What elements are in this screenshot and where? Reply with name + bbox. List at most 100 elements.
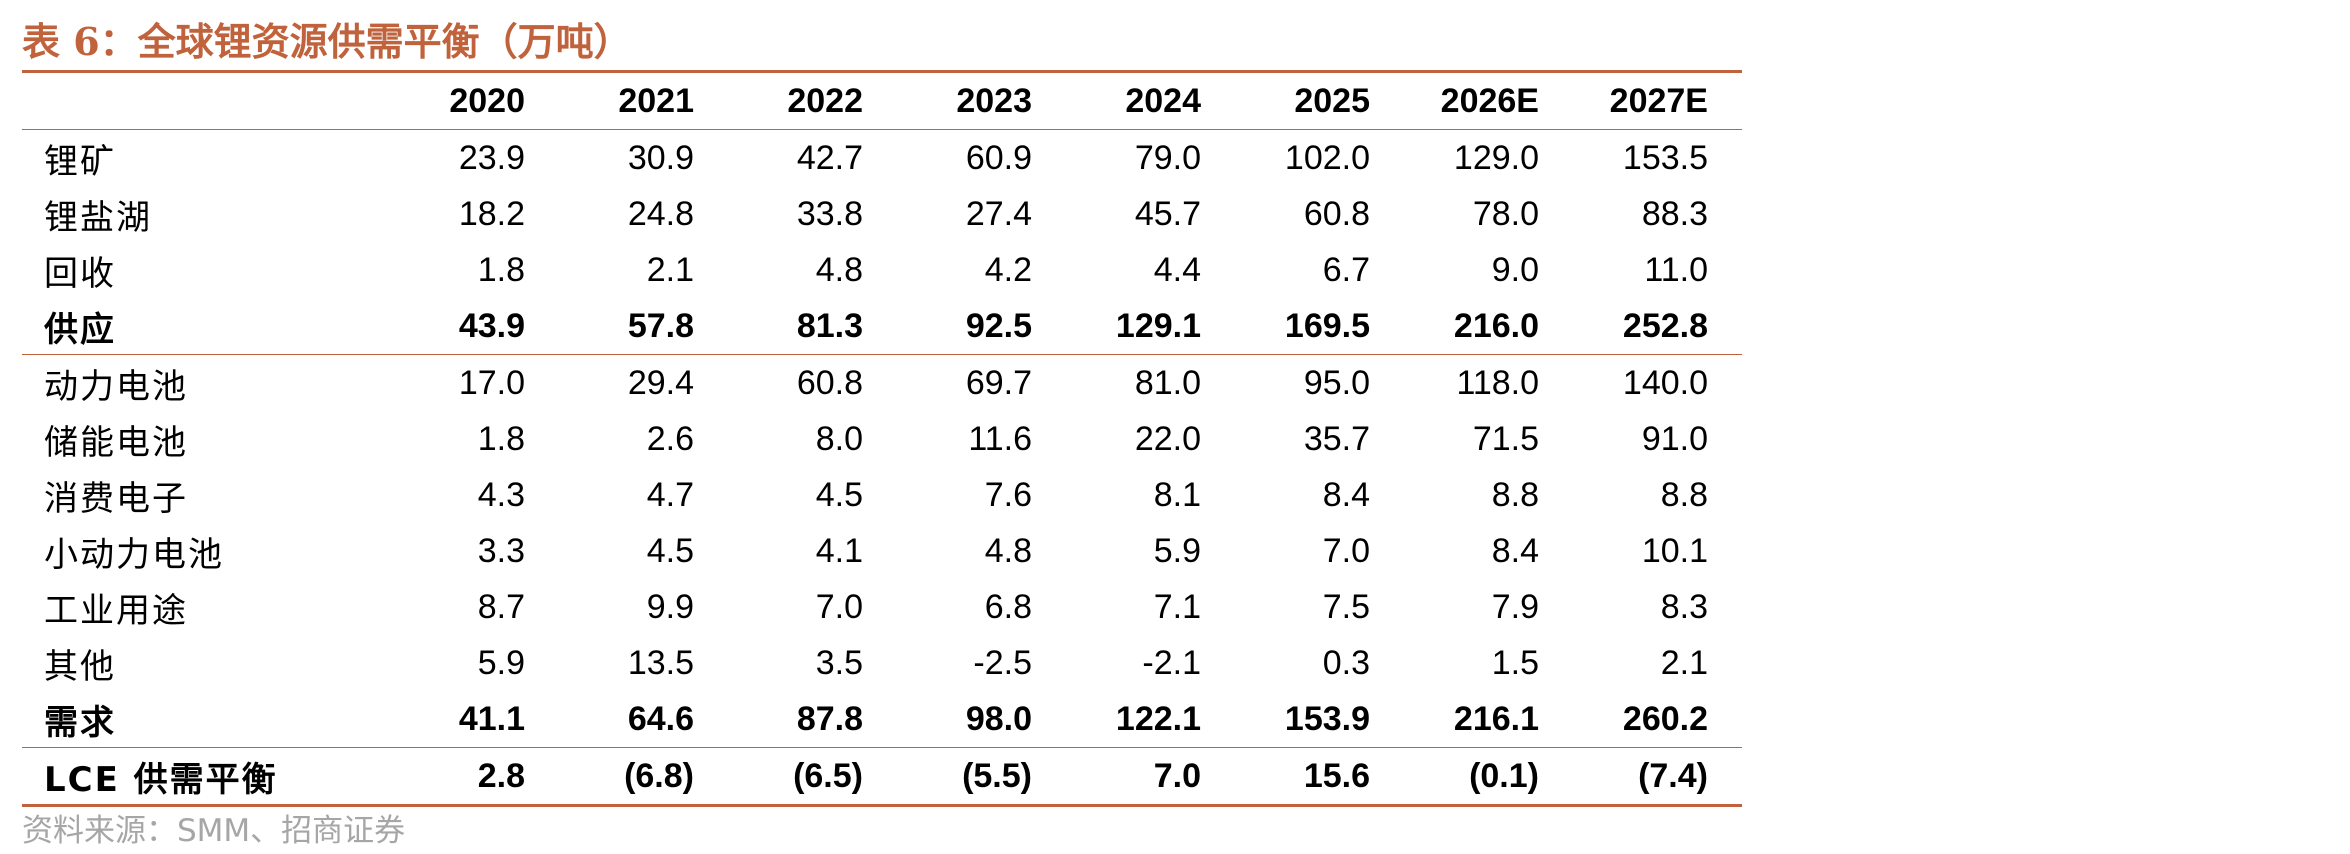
table-cell: 35.7	[1303, 419, 1370, 458]
table-cell: 252.8	[1622, 306, 1708, 345]
table-cell: 69.7	[965, 363, 1032, 402]
table-cell: 10.1	[1641, 531, 1708, 570]
table-cell: 8.8	[1660, 475, 1708, 514]
table-cell: 64.6	[627, 699, 694, 738]
table-cell: 13.5	[627, 643, 694, 682]
table-cell: 4.2	[984, 250, 1032, 289]
table-cell: 216.1	[1453, 699, 1539, 738]
source-note: 资料来源：SMM、招商证券	[22, 813, 406, 849]
table-cell: 260.2	[1622, 699, 1708, 738]
table-cell: 169.5	[1284, 306, 1370, 345]
row-label: 锂矿	[44, 141, 116, 182]
table-cell: 23.9	[458, 138, 525, 177]
row-divider	[22, 354, 1742, 355]
table-cell: 4.3	[477, 475, 525, 514]
table-cell: 6.7	[1322, 250, 1370, 289]
column-header: 2020	[449, 81, 525, 120]
table-cell: 2.1	[646, 250, 694, 289]
column-header: 2026E	[1440, 81, 1539, 120]
column-header: 2022	[787, 81, 863, 120]
table-cell: 41.1	[458, 699, 525, 738]
table-cell: 153.5	[1622, 138, 1708, 177]
table-row: 锂盐湖 18.2 24.8 33.8 27.4 45.7 60.8 78.0 88.3	[22, 186, 1742, 242]
header-divider	[22, 129, 1742, 130]
row-label: LCE 供需平衡	[44, 759, 278, 800]
table-cell: 15.6	[1303, 756, 1370, 795]
table-cell: 3.3	[477, 531, 525, 570]
table-cell: 29.4	[627, 363, 694, 402]
table-bottom-rule	[22, 804, 1742, 807]
table-cell: 7.9	[1491, 587, 1539, 626]
table-cell: 60.8	[796, 363, 863, 402]
table-cell: 2.6	[646, 419, 694, 458]
table-cell: 7.1	[1153, 587, 1201, 626]
table-cell: 60.9	[965, 138, 1032, 177]
table-cell: 7.0	[1322, 531, 1370, 570]
table-cell: 17.0	[458, 363, 525, 402]
table-cell: 11.0	[1644, 250, 1708, 289]
table-cell: 4.8	[984, 531, 1032, 570]
table-cell: (5.5)	[962, 756, 1032, 795]
table-cell: 140.0	[1622, 363, 1708, 402]
table-cell: 42.7	[796, 138, 863, 177]
column-header: 2021	[618, 81, 694, 120]
table-row: 锂矿 23.9 30.9 42.7 60.9 79.0 102.0 129.0 153.5	[22, 130, 1742, 186]
table-cell: 4.5	[646, 531, 694, 570]
table-cell: 57.8	[627, 306, 694, 345]
table-cell: 7.6	[984, 475, 1032, 514]
table-cell: 8.1	[1153, 475, 1201, 514]
table-cell: 8.0	[815, 419, 863, 458]
table-cell: 24.8	[627, 194, 694, 233]
column-header: 2024	[1125, 81, 1201, 120]
table-cell: 95.0	[1303, 363, 1370, 402]
table-cell: 45.7	[1134, 194, 1201, 233]
table-cell: 43.9	[458, 306, 525, 345]
table-cell: 118.0	[1456, 363, 1539, 402]
table-cell: 98.0	[965, 699, 1032, 738]
table-row: 消费电子 4.3 4.7 4.5 7.6 8.1 8.4 8.8 8.8	[22, 467, 1742, 523]
table-cell: 78.0	[1472, 194, 1539, 233]
table-cell: 2.8	[477, 756, 525, 795]
row-label: 锂盐湖	[44, 197, 152, 238]
table-cell: (0.1)	[1469, 756, 1539, 795]
row-label: 供应	[44, 309, 116, 350]
table-cell: 60.8	[1303, 194, 1370, 233]
table-cell: 88.3	[1641, 194, 1708, 233]
row-label: 动力电池	[44, 366, 188, 407]
table-cell: 1.5	[1491, 643, 1539, 682]
table-cell: 81.0	[1134, 363, 1201, 402]
table-cell: (6.5)	[793, 756, 863, 795]
row-label: 储能电池	[44, 422, 188, 463]
table-cell: 87.8	[796, 699, 863, 738]
table-row: 供应 43.9 57.8 81.3 92.5 129.1 169.5 216.0 252.8	[22, 298, 1742, 354]
table-cell: 8.3	[1660, 587, 1708, 626]
table-row: 动力电池 17.0 29.4 60.8 69.7 81.0 95.0 118.0 140.0	[22, 355, 1742, 411]
table-cell: 4.1	[815, 531, 863, 570]
table-cell: 79.0	[1134, 138, 1201, 177]
table-row: 工业用途 8.7 9.9 7.0 6.8 7.1 7.5 7.9 8.3	[22, 579, 1742, 635]
table-cell: 5.9	[1153, 531, 1201, 570]
table-cell: 81.3	[796, 306, 863, 345]
row-label: 消费电子	[44, 478, 188, 519]
table-row: 回收 1.8 2.1 4.8 4.2 4.4 6.7 9.0 11.0	[22, 242, 1742, 298]
table-cell: 2.1	[1660, 643, 1708, 682]
row-label: 回收	[44, 253, 116, 294]
supply-demand-table: 2020 2021 2022 2023 2024 2025 2026E 2027…	[22, 70, 1742, 807]
table-top-rule	[22, 70, 1742, 73]
row-label: 需求	[44, 702, 116, 743]
table-cell: 102.0	[1284, 138, 1370, 177]
table-cell: 33.8	[796, 194, 863, 233]
table-cell: 3.5	[815, 643, 863, 682]
table-row: 其他 5.9 13.5 3.5 -2.5 -2.1 0.3 1.5 2.1	[22, 635, 1742, 691]
table-cell: (6.8)	[624, 756, 694, 795]
table-cell: 18.2	[458, 194, 525, 233]
table-cell: 7.0	[1153, 756, 1201, 795]
table-cell: 4.5	[815, 475, 863, 514]
table-cell: 4.4	[1153, 250, 1201, 289]
column-header: 2027E	[1609, 81, 1708, 120]
row-label: 工业用途	[44, 590, 188, 631]
table-cell: 129.1	[1115, 306, 1201, 345]
table-body: 锂矿 23.9 30.9 42.7 60.9 79.0 102.0 129.0 153.5 锂盐湖…	[22, 130, 1742, 804]
table-cell: 8.4	[1491, 531, 1539, 570]
table-cell: 7.0	[815, 587, 863, 626]
